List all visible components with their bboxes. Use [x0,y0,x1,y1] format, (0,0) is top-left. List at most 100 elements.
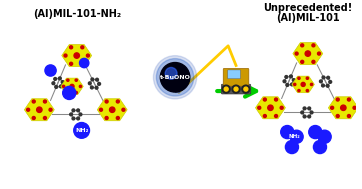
Circle shape [77,117,80,120]
Circle shape [224,87,228,91]
Circle shape [286,84,289,86]
Circle shape [91,78,94,81]
Circle shape [67,91,69,94]
Circle shape [43,116,46,119]
Circle shape [320,80,322,83]
Circle shape [348,98,350,101]
Circle shape [67,79,69,81]
Circle shape [301,44,304,47]
Circle shape [308,107,311,110]
Circle shape [263,115,266,118]
Circle shape [274,98,278,101]
Circle shape [301,111,304,114]
Circle shape [353,106,356,109]
Circle shape [116,100,119,103]
Circle shape [283,80,286,83]
Circle shape [274,115,278,118]
Text: Unprecedented!: Unprecedented! [263,3,353,13]
Circle shape [327,76,329,79]
FancyBboxPatch shape [221,84,251,94]
Circle shape [87,54,89,57]
Circle shape [58,77,61,80]
Circle shape [303,107,306,110]
Circle shape [72,109,75,112]
Circle shape [45,65,56,76]
Circle shape [90,86,93,89]
Circle shape [341,105,346,110]
Circle shape [336,115,339,118]
Circle shape [311,83,313,86]
Circle shape [77,109,80,112]
Circle shape [280,106,283,109]
Circle shape [105,116,108,119]
Circle shape [222,85,230,93]
Circle shape [105,100,108,103]
Polygon shape [61,78,83,95]
Circle shape [75,91,77,94]
Circle shape [59,85,62,88]
Circle shape [70,62,73,65]
Circle shape [294,83,296,86]
Circle shape [285,140,299,153]
Text: (Al)MIL-101: (Al)MIL-101 [276,13,340,23]
Circle shape [295,52,298,55]
Circle shape [54,77,56,80]
Polygon shape [97,99,127,121]
Circle shape [74,122,89,138]
Circle shape [32,116,35,119]
Circle shape [165,67,177,79]
Circle shape [263,98,266,101]
Circle shape [326,84,329,87]
Circle shape [70,113,72,116]
Circle shape [244,87,248,91]
Circle shape [303,115,306,118]
Circle shape [232,85,240,93]
Circle shape [310,111,313,114]
Polygon shape [24,99,54,121]
Circle shape [79,113,82,116]
Circle shape [98,82,101,85]
Circle shape [281,125,294,139]
Circle shape [309,125,322,139]
Circle shape [305,51,311,56]
Polygon shape [256,97,285,119]
Circle shape [153,56,197,99]
Circle shape [298,77,300,79]
Circle shape [306,77,308,79]
Circle shape [329,81,332,83]
Circle shape [290,75,292,78]
Circle shape [81,46,84,49]
Circle shape [336,98,339,101]
Circle shape [331,106,334,109]
Circle shape [160,63,190,92]
Circle shape [156,59,194,96]
Circle shape [234,87,238,91]
Text: (Al)MIL-101-NH₂: (Al)MIL-101-NH₂ [33,9,121,19]
Circle shape [63,85,65,88]
Text: t-BuONO: t-BuONO [160,75,190,80]
Circle shape [70,46,73,49]
Circle shape [79,85,81,88]
Circle shape [100,108,102,111]
Circle shape [268,105,273,110]
Circle shape [110,107,115,112]
Circle shape [298,89,300,92]
Circle shape [116,116,119,119]
Circle shape [122,108,125,111]
Circle shape [74,53,79,58]
Circle shape [80,58,89,68]
Circle shape [312,60,315,63]
Circle shape [318,130,331,143]
Circle shape [55,86,58,88]
Circle shape [88,82,91,85]
Circle shape [96,78,98,81]
Circle shape [52,82,55,85]
Circle shape [290,130,303,143]
FancyBboxPatch shape [228,70,240,79]
Circle shape [49,108,52,111]
Circle shape [301,82,305,86]
Circle shape [308,115,311,118]
Text: NH₂: NH₂ [289,134,300,139]
Polygon shape [328,97,358,119]
Circle shape [322,76,325,79]
